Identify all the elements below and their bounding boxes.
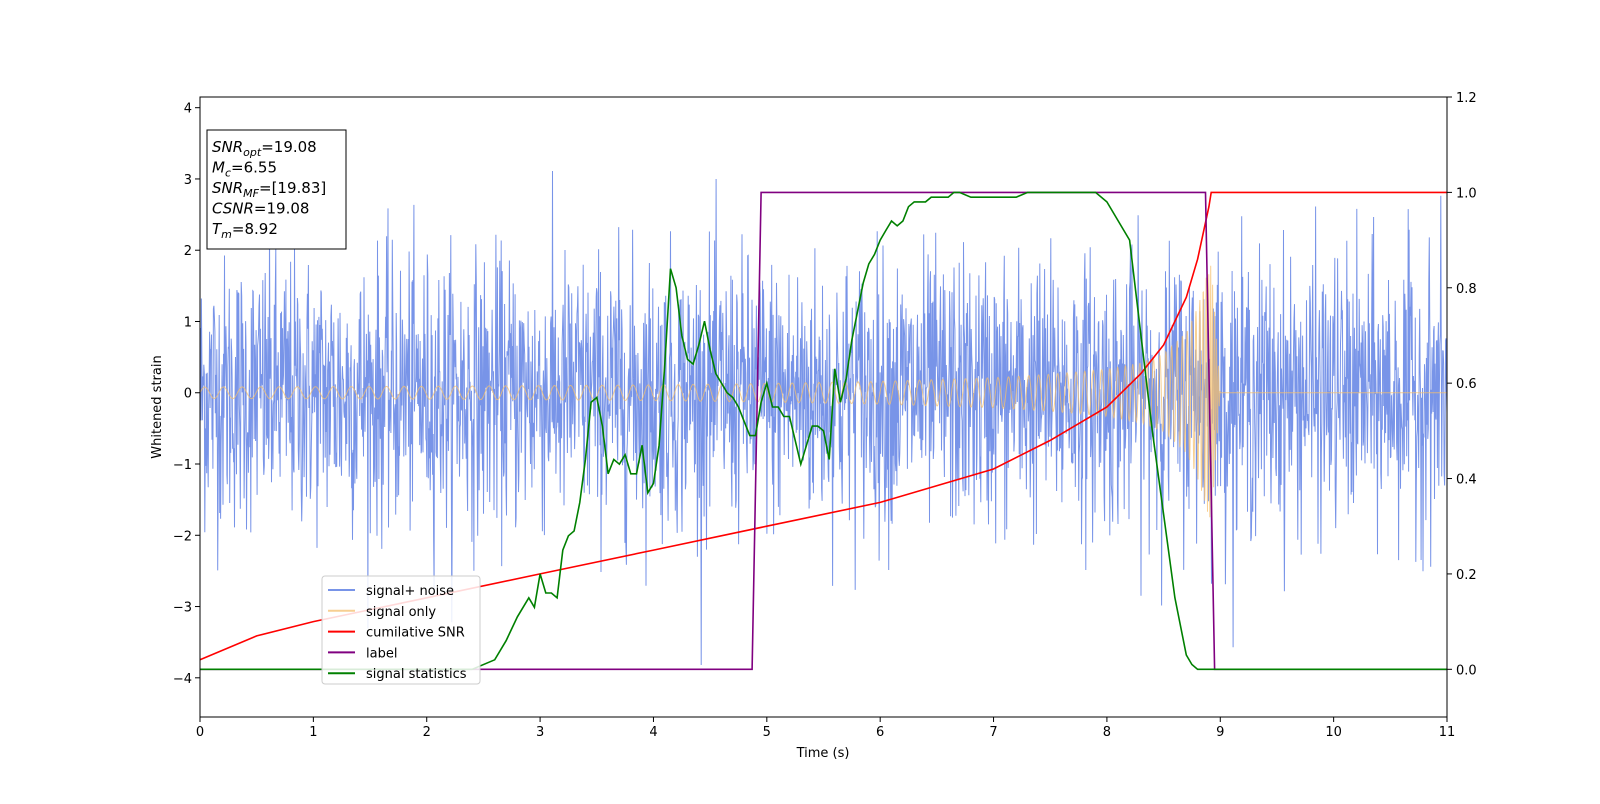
y-tick-label: −3: [173, 601, 192, 616]
legend-label: signal+ noise: [366, 584, 454, 599]
annotation-frame: [206, 129, 347, 250]
series-signal-only-line: [200, 265, 1447, 518]
y-tick-label: 1: [184, 315, 192, 330]
y2-tick-label: 1.2: [1456, 91, 1477, 106]
y2-tick-label: 0.2: [1456, 568, 1477, 583]
y-tick-label: 0: [184, 387, 192, 402]
x-tick-label: 6: [876, 725, 884, 740]
y-tick-label: 2: [184, 244, 192, 259]
y-tick-label: −1: [173, 458, 192, 473]
legend: signal+ noise signal only cumilative SNR la…: [321, 575, 481, 685]
annotation-line: SNRopt=19.08: [212, 138, 317, 159]
y2-tick-label: 0.4: [1456, 473, 1477, 488]
annotation-box: SNRopt=19.08Mc=6.55SNRMF=[19.83]CSNR=19.…: [206, 129, 347, 250]
x-tick-label: 2: [423, 725, 431, 740]
y-tick-label: 4: [184, 102, 192, 117]
y-tick-label: 3: [184, 173, 192, 188]
x-tick-label: 7: [989, 725, 997, 740]
y-tick-label: −2: [173, 529, 192, 544]
x-tick-label: 11: [1439, 725, 1456, 740]
plot-frame: [199, 96, 1448, 718]
y2-tick-label: 0.6: [1456, 377, 1477, 392]
legend-label: signal only: [366, 605, 436, 620]
x-tick-label: 10: [1325, 725, 1342, 740]
x-tick-label: 1: [309, 725, 317, 740]
annotation-line: Mc=6.55: [212, 159, 277, 180]
annotation-line: Tm=8.92: [212, 220, 278, 241]
x-tick-label: 3: [536, 725, 544, 740]
y2-tick-label: 1.0: [1456, 186, 1477, 201]
x-tick-label: 5: [763, 725, 771, 740]
x-tick-label: 4: [649, 725, 657, 740]
y-axis-label: Whitened strain: [150, 355, 165, 458]
x-axis-label: Time (s): [796, 746, 850, 761]
x-tick-label: 0: [196, 725, 204, 740]
y-tick-label: −4: [173, 672, 192, 687]
legend-frame: [321, 575, 481, 685]
x-tick-label: 8: [1103, 725, 1111, 740]
y2-tick-label: 0.0: [1456, 663, 1477, 678]
legend-label: label: [366, 646, 397, 661]
annotation-line: CSNR=19.08: [212, 200, 309, 218]
series-signal-statistics-line: [200, 191, 1447, 671]
axes: 0 1 2 3 4 5 6 7 8 9 10 1143210−1−2−3−41.21.00.80.60…: [173, 91, 1477, 740]
annotation-line: SNRMF=[19.83]: [212, 179, 326, 200]
y2-tick-label: 0.8: [1456, 282, 1477, 297]
x-tick-label: 9: [1216, 725, 1224, 740]
legend-label: signal statistics: [366, 667, 467, 682]
series-signal-noise-line: [200, 170, 1447, 666]
legend-label: cumilative SNR: [366, 626, 465, 641]
